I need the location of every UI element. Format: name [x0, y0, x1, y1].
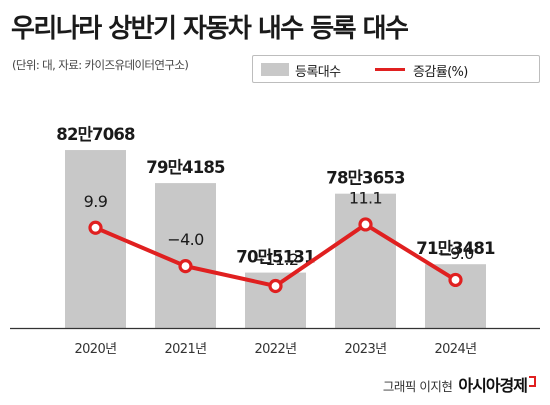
rate-point-5 [448, 272, 463, 288]
rate-value-label-4: 11.1 [349, 188, 382, 207]
x-tick-label-4: 2023년 [344, 342, 386, 357]
bar-4 [335, 193, 396, 328]
legend-line-swatch [375, 68, 405, 71]
graphic-credit: 그래픽 이지현 [382, 379, 453, 394]
legend-bar-swatch [261, 63, 289, 76]
x-tick-label-5: 2024년 [434, 342, 476, 357]
rate-value-label-2: −4.0 [167, 230, 204, 249]
bar-value-label-1: 82만7068 [56, 125, 135, 144]
rate-point-4 [358, 217, 373, 232]
x-tick-label-2: 2021년 [164, 342, 206, 357]
rate-value-label-5: −9.0 [437, 244, 474, 263]
unit-source-note: (단위: 대, 자료: 카이즈유데이터연구소) [12, 58, 189, 72]
x-tick-label-1: 2020년 [74, 342, 116, 357]
legend-bar-label: 등록대수 [295, 65, 341, 80]
rate-point-3 [268, 278, 283, 294]
bar-value-label-4: 78만3653 [326, 169, 405, 188]
x-tick-label-3: 2022년 [254, 342, 296, 357]
legend-line-label: 증감률(%) [413, 65, 468, 80]
rate-value-label-1: 9.9 [84, 192, 108, 211]
brand-logo-text: 아시아경제 [458, 376, 528, 395]
bar-value-label-5: 71만3481 [416, 239, 495, 258]
legend: 등록대수 증감률(%) [252, 55, 540, 83]
bar-value-label-3: 70만5131 [236, 248, 315, 267]
chart-title: 우리나라 상반기 자동차 내수 등록 대수 [11, 14, 409, 44]
rate-value-label-3: −11.2 [252, 250, 298, 269]
bar-value-label-2: 79만4185 [146, 158, 225, 177]
bar-1 [65, 150, 126, 328]
brand-mark-icon [529, 376, 536, 387]
rate-point-2 [178, 259, 193, 274]
credit: 그래픽 이지현 아시아경제 [383, 372, 536, 396]
rate-point-1 [88, 220, 103, 235]
